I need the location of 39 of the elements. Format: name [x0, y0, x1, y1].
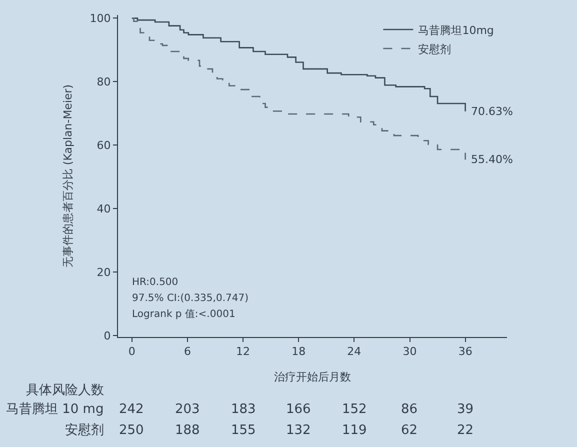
x-tick-label: 12 [236, 345, 250, 358]
text: 203 [175, 402, 200, 417]
text: 242 [119, 402, 144, 417]
text: 250 [119, 423, 144, 438]
x-tick-label: 30 [402, 345, 417, 358]
y-tick-label: 60 [96, 138, 111, 152]
y-tick-label: 20 [96, 266, 111, 279]
annotation: 70.63% [471, 105, 513, 118]
y-tick-label: 100 [90, 12, 111, 26]
text: 166 [286, 402, 311, 417]
y-tick-label: 0 [104, 329, 111, 342]
x-tick-label: 24 [347, 345, 362, 358]
text: 152 [342, 402, 367, 417]
x-axis-title: 治疗开始后月数 [274, 370, 351, 384]
legend-label: 安慰剂 [418, 42, 452, 56]
text: 具体风险人数 [26, 383, 104, 398]
text: 132 [286, 423, 311, 438]
text: 188 [175, 423, 200, 438]
x-tick-label: 36 [458, 345, 472, 358]
text: 安慰剂 [65, 422, 104, 438]
text: 86 [401, 402, 418, 417]
x-tick-label: 6 [184, 345, 191, 358]
text: 马昔腾坦 10 mg [6, 402, 104, 417]
text: 155 [231, 423, 256, 438]
annotation: HR:0.500 [132, 277, 178, 288]
text: 22 [457, 423, 474, 438]
text: 62 [401, 423, 418, 438]
x-tick-label: 0 [128, 345, 136, 358]
annotation: Logrank p 值:<.0001 [132, 309, 236, 320]
x-tick-label: 18 [292, 345, 306, 358]
legend-label: 马昔腾坦10mg [418, 24, 494, 37]
text: 183 [231, 402, 256, 417]
y-tick-label: 40 [96, 202, 111, 216]
text: 39 [457, 402, 474, 417]
text: 119 [342, 423, 367, 438]
annotation: 55.40% [471, 153, 513, 166]
annotation: 97.5% CI:(0.335,0.747) [132, 293, 249, 304]
y-axis-title: 无事件的患者百分比 (Kaplan-Meier) [61, 84, 74, 268]
y-tick-label: 80 [96, 75, 111, 88]
